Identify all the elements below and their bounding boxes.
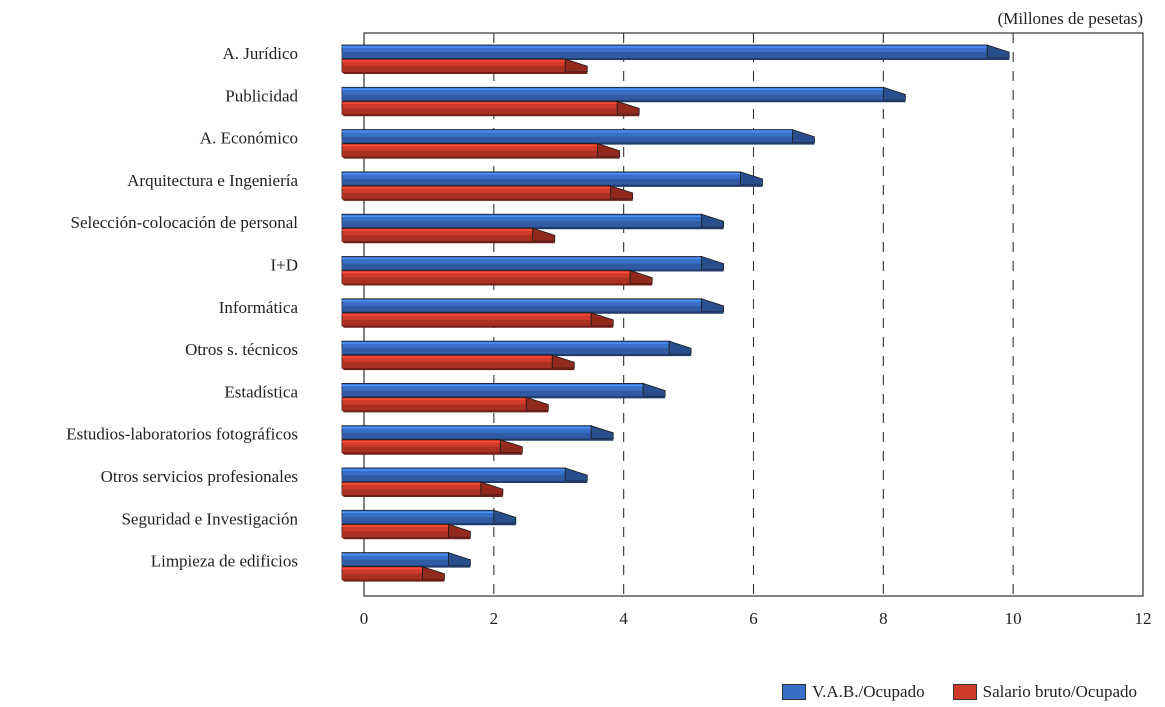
bar-salario (341, 396, 549, 413)
unit-label: (Millones de pesetas) (998, 9, 1143, 28)
category-label: Seguridad e Investigación (121, 509, 298, 528)
category-label: A. Jurídico (222, 44, 298, 63)
bar-vab (341, 213, 724, 230)
x-tick-label: 2 (490, 609, 499, 628)
category-label: Otros s. técnicos (185, 340, 298, 359)
legend: V.A.B./Ocupado Salario bruto/Ocupado (782, 682, 1137, 702)
x-tick-label: 0 (360, 609, 369, 628)
bar-salario (341, 269, 653, 286)
bar-salario (341, 58, 588, 74)
bar-vab (341, 44, 1010, 60)
category-label: A. Económico (200, 129, 298, 148)
bar-vab (341, 467, 588, 483)
category-label: Estadística (224, 382, 298, 401)
bar-vab (341, 86, 906, 103)
x-tick-labels: 0 2 4 6 8 10 12 (360, 609, 1152, 628)
bar-salario (341, 143, 621, 159)
category-label: Arquitectura e Ingeniería (127, 171, 298, 190)
legend-item-salario: Salario bruto/Ocupado (952, 682, 1137, 702)
legend-label-vab: V.A.B./Ocupado (812, 682, 925, 701)
bar-vab (341, 340, 692, 357)
x-tick-label: 10 (1005, 609, 1022, 628)
x-tick-label: 12 (1135, 609, 1152, 628)
bar-vab (341, 382, 666, 399)
bar-vab (341, 552, 471, 568)
bar-salario (341, 481, 504, 497)
bar-salario (341, 227, 556, 244)
category-label: Limpieza de edificios (151, 552, 298, 571)
bar-vab (341, 255, 724, 272)
bar-vab (341, 171, 763, 187)
bar-salario (341, 354, 575, 371)
category-label: Otros servicios profesionales (101, 467, 298, 486)
x-tick-label: 4 (619, 609, 628, 628)
legend-swatch-vab (782, 684, 807, 700)
legend-swatch-salario (952, 684, 977, 700)
category-label: Publicidad (225, 86, 298, 105)
bar-salario (341, 566, 445, 582)
category-label: I+D (270, 256, 298, 275)
bar-salario (341, 439, 523, 455)
bars (341, 44, 1010, 582)
category-label: Informática (219, 298, 299, 317)
category-label: Estudios-laboratorios fotográficos (66, 425, 298, 444)
bar-vab (341, 129, 815, 145)
bar-vab (341, 425, 614, 441)
legend-item-vab: V.A.B./Ocupado (782, 682, 925, 702)
bar-salario (341, 100, 640, 117)
bar-salario (341, 312, 614, 328)
bar-salario (341, 523, 471, 540)
legend-label-salario: Salario bruto/Ocupado (982, 682, 1137, 701)
bar-vab (341, 509, 517, 526)
bar-salario (341, 185, 634, 201)
category-label: Selección-colocación de personal (70, 213, 298, 232)
x-tick-label: 8 (879, 609, 888, 628)
x-tick-label: 6 (749, 609, 758, 628)
bar-vab (341, 298, 724, 314)
category-labels: A. Jurídico Publicidad A. Económico Arquite… (66, 44, 298, 571)
